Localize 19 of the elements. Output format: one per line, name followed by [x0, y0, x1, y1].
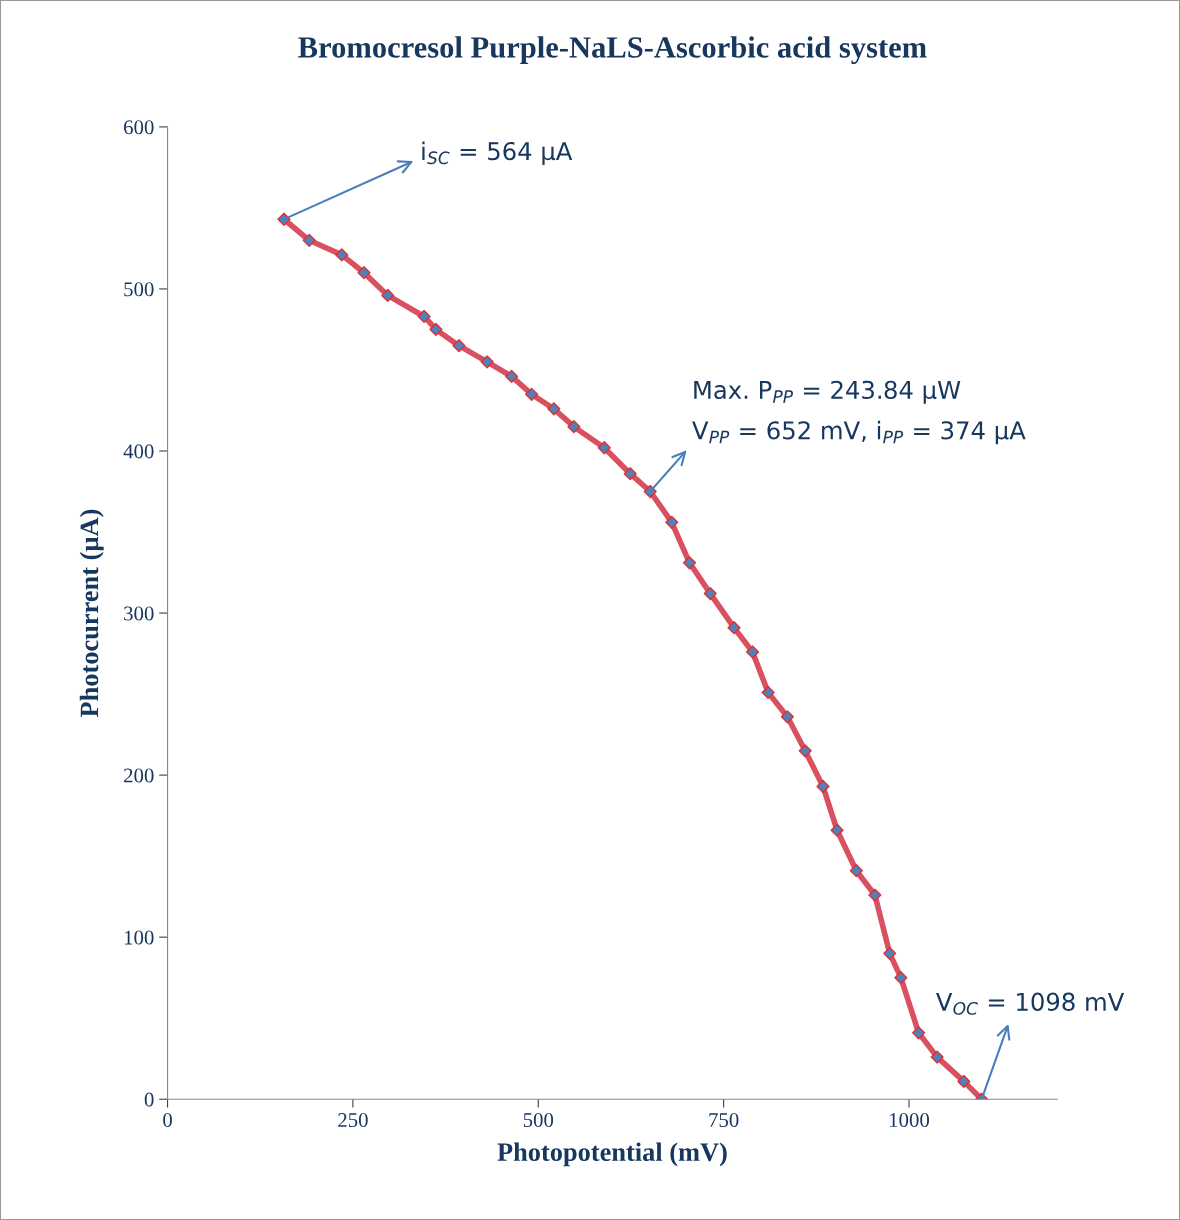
x-tick-label: 750: [709, 1113, 739, 1128]
y-tick-label: 500: [124, 282, 154, 297]
x-tick-label: 500: [523, 1113, 554, 1128]
x-tick-label: 0: [163, 1113, 172, 1128]
x-tick-label: 250: [338, 1113, 368, 1128]
y-tick-label: 300: [124, 606, 154, 621]
annotation: V$_{PP}$ = 652 mV, i$_{PP}$ = 374 µA: [692, 420, 1026, 445]
y-tick-label: 600: [124, 120, 154, 135]
annotation: i$_{SC}$ = 564 µA: [422, 141, 573, 166]
y-tick-label: 0: [144, 1092, 154, 1107]
y-tick-label: 400: [123, 444, 154, 459]
x-axis-title: Photopotential (mV): [497, 1142, 727, 1167]
x-tick-label: 1000: [889, 1113, 930, 1128]
y-tick-label: 200: [124, 768, 154, 783]
y-axis-title: Photocurrent (µA): [79, 509, 104, 718]
annotation: V$_{OC}$ = 1098 mV: [936, 992, 1125, 1015]
annotation: Max. P$_{PP}$ = 243.84 µW: [694, 380, 961, 404]
y-tick-label: 100: [124, 930, 154, 945]
chart-title: Bromocresol Purple-NaLS-Ascorbic acid system: [298, 36, 927, 65]
